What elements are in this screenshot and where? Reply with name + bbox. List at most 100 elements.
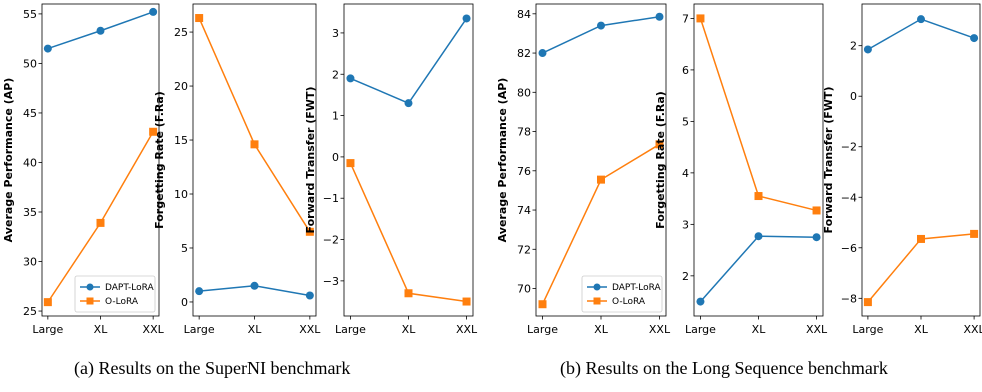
- y-tick-label: 35: [23, 206, 37, 219]
- data-point: [917, 234, 925, 243]
- data-point: [462, 14, 471, 23]
- y-tick-label: 2: [332, 68, 339, 81]
- y-tick-label: 80: [517, 86, 531, 99]
- x-tick-label: XXL: [806, 323, 828, 336]
- y-tick-label: 25: [23, 305, 37, 318]
- series-line-o-lora: [867, 233, 975, 303]
- x-tick-label: Large: [335, 323, 366, 336]
- x-tick-label: XXL: [456, 323, 478, 336]
- legend-entry: O-LoRA: [105, 297, 139, 307]
- legend-entry: DAPT-LoRA: [612, 283, 662, 293]
- y-tick-label: −2: [323, 234, 339, 247]
- data-point: [305, 227, 314, 236]
- y-tick-label: 0: [332, 151, 339, 164]
- y-tick-label: 3: [682, 218, 689, 231]
- data-point: [462, 297, 471, 306]
- data-point: [43, 298, 52, 307]
- legend-marker: [86, 297, 94, 305]
- data-point: [597, 175, 605, 184]
- y-tick-label: 82: [517, 47, 531, 60]
- plot-frame: [343, 3, 474, 317]
- plot-frame: [861, 3, 981, 317]
- data-point: [917, 15, 925, 24]
- data-point: [812, 233, 821, 242]
- y-tick-label: 6: [682, 64, 689, 77]
- legend: DAPT-LoRA O-LoRA: [581, 275, 663, 313]
- x-tick-label: XL: [914, 323, 929, 336]
- caption-a: (a) Results on the SuperNI benchmark: [74, 358, 351, 378]
- y-axis-label: Average Performance (AP): [496, 78, 509, 243]
- plot-frame: [192, 3, 317, 317]
- series-line-o-lora: [198, 17, 311, 233]
- x-tick-label: XL: [248, 323, 263, 336]
- y-tick-label: 1: [332, 110, 339, 123]
- data-point: [96, 26, 105, 35]
- data-point: [863, 298, 872, 307]
- data-point: [863, 45, 872, 54]
- data-point: [970, 34, 979, 43]
- data-point: [346, 74, 355, 83]
- legend-box: [74, 275, 156, 313]
- data-point: [305, 291, 314, 300]
- y-tick-label: 7: [682, 12, 689, 25]
- x-tick-label: XXL: [649, 323, 671, 336]
- series-line-dapt-lora: [350, 18, 468, 105]
- y-tick-label: 74: [517, 204, 531, 217]
- data-point: [696, 297, 705, 306]
- data-point: [754, 192, 763, 201]
- legend-marker: [86, 283, 94, 291]
- data-point: [250, 140, 259, 149]
- x-tick-label: Large: [32, 323, 63, 336]
- y-tick-label: 20: [174, 80, 188, 93]
- y-tick-label: −3: [323, 275, 339, 288]
- x-tick-label: Large: [852, 323, 883, 336]
- y-tick-label: −4: [841, 191, 857, 204]
- x-tick-label: XXL: [143, 323, 165, 336]
- data-point: [754, 232, 763, 241]
- y-tick-label: 10: [174, 188, 188, 201]
- y-tick-label: −2: [841, 141, 857, 154]
- y-tick-label: 15: [174, 134, 188, 147]
- data-point: [149, 127, 158, 136]
- series-line-o-lora: [349, 162, 467, 303]
- legend-marker: [593, 297, 601, 305]
- plot-frame: [41, 3, 160, 317]
- y-tick-label: 55: [23, 8, 37, 21]
- y-tick-label: 72: [517, 243, 531, 256]
- series-line-dapt-lora: [867, 18, 975, 51]
- y-tick-label: 2: [850, 40, 857, 53]
- x-tick-label: XL: [594, 323, 609, 336]
- y-tick-label: 84: [517, 8, 531, 21]
- data-point: [970, 229, 979, 238]
- y-tick-label: 0: [850, 90, 857, 103]
- plot-frame: [693, 3, 824, 317]
- x-tick-label: XXL: [299, 323, 321, 336]
- y-axis-label: Forward Transfer (FWT): [822, 87, 835, 234]
- y-tick-label: 50: [23, 57, 37, 70]
- caption-b: (b) Results on the Long Sequence benchma…: [560, 358, 888, 378]
- y-axis-label: Forgetting Rate (F.Ra): [654, 91, 667, 229]
- y-tick-label: −8: [841, 292, 857, 305]
- x-tick-label: XL: [94, 323, 109, 336]
- data-point: [96, 218, 105, 227]
- chart-panel-3: −3 −2 −1 0 1 2 3 Large XL XXL Forward Transfer (FW…: [304, 3, 478, 336]
- y-axis-label: Average Performance (AP): [2, 78, 15, 243]
- y-axis-label: Forward Transfer (FWT): [304, 87, 317, 234]
- data-point: [655, 140, 664, 149]
- data-point: [696, 14, 705, 23]
- y-tick-label: 3: [332, 27, 339, 40]
- chart-panel-1: 25 30 35 40 45 50 55 Large XL XXL Average Performa…: [2, 3, 165, 336]
- y-tick-label: 78: [517, 126, 531, 139]
- data-point: [195, 14, 204, 23]
- chart-panel-5: 2 3 4 5 6 7 Large XL XXL Forgetting Rate (F.Ra): [654, 3, 828, 336]
- data-point: [250, 281, 259, 290]
- data-point: [346, 159, 355, 168]
- series-line-o-lora: [699, 18, 817, 212]
- y-tick-label: −1: [323, 192, 339, 205]
- data-point: [195, 287, 204, 296]
- y-tick-label: 5: [682, 115, 689, 128]
- y-tick-label: 4: [682, 167, 689, 180]
- y-tick-label: 70: [517, 283, 531, 296]
- y-tick-label: 0: [181, 296, 188, 309]
- y-axis-label: Forgetting Rate (F.Ra): [153, 91, 166, 229]
